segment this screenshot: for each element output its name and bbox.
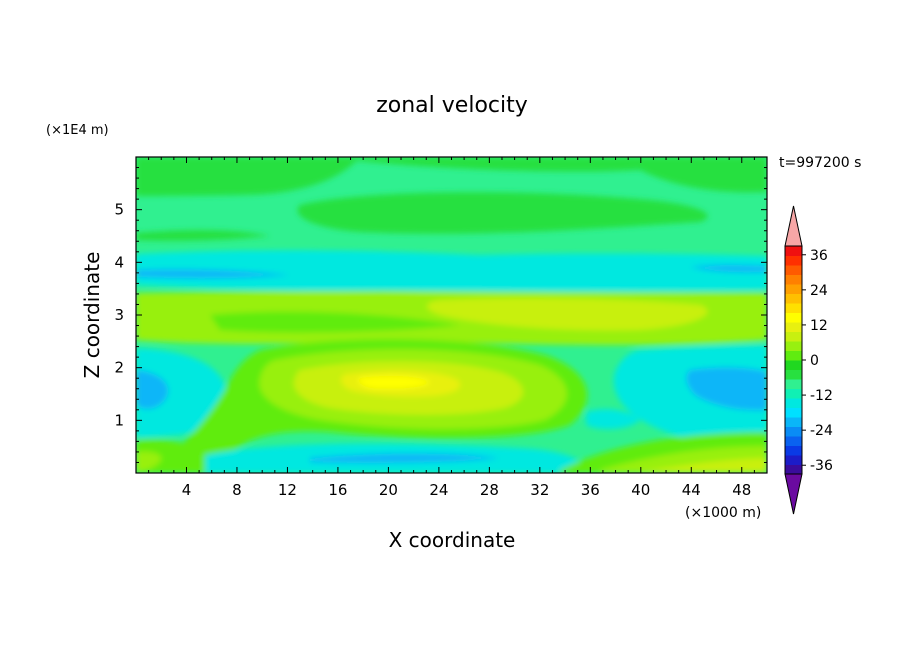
colorbar-swatch — [785, 284, 802, 294]
contour-cyan-band-4km — [136, 250, 767, 292]
colorbar: 36 24 12 0 -12 -24 -36 — [784, 205, 833, 515]
contour-yellowgreen-3km — [426, 297, 708, 331]
colorbar-swatch — [785, 265, 802, 275]
colorbar-tick-label: 36 — [810, 248, 828, 264]
y-unit-label: (×1E4 m) — [46, 123, 109, 138]
colorbar-swatch — [785, 388, 802, 399]
colorbar-swatch — [785, 255, 802, 266]
time-label: t=997200 s — [779, 155, 861, 171]
x-tick-label: 12 — [278, 481, 297, 499]
colorbar-swatch — [785, 407, 802, 418]
colorbar-swatch — [785, 398, 802, 408]
contour-green-patch-3km — [210, 311, 460, 333]
contour-blue-right-1.7km — [686, 367, 767, 411]
colorbar-swatch — [785, 246, 802, 256]
contour-lime-bottom-left — [136, 451, 162, 472]
contour-green-strip-4.5km — [136, 230, 270, 241]
colorbar-swatch — [785, 312, 802, 323]
chart-title: zonal velocity — [376, 93, 528, 118]
x-axis: 4 8 12 16 20 24 28 32 36 40 44 48 — [148, 157, 755, 499]
colorbar-swatch — [785, 464, 802, 475]
x-tick-label: 28 — [480, 481, 499, 499]
colorbar-tick-label: 12 — [810, 318, 828, 334]
colorbar-swatch — [785, 303, 802, 313]
x-tick-label: 44 — [682, 481, 701, 499]
y-axis: 1 2 3 4 5 — [114, 167, 767, 463]
contour-green-band-5km — [297, 192, 708, 234]
colorbar-max-arrow — [784, 205, 803, 247]
colorbar-swatch — [785, 445, 802, 456]
y-tick-label: 2 — [114, 359, 124, 377]
colorbar-swatch — [785, 379, 802, 389]
colorbar-swatch — [785, 417, 802, 427]
colorbar-tick-label: -36 — [810, 458, 833, 474]
colorbar-tick-label: -12 — [810, 388, 833, 404]
colorbar-swatch — [785, 341, 802, 351]
contour-cyan-core-3.8km — [136, 269, 290, 279]
colorbar-tick-label: 24 — [810, 283, 828, 299]
contour-yellowgreen-bottom-right — [640, 458, 767, 473]
y-tick-label: 3 — [114, 306, 124, 324]
contour-cyan-small-1.3km — [586, 409, 640, 430]
x-axis-label: X coordinate — [389, 528, 516, 552]
colorbar-swatch — [785, 426, 802, 437]
colorbar-tick-label: -24 — [810, 423, 833, 439]
x-unit-label: (×1000 m) — [685, 505, 761, 521]
colorbar-swatch — [785, 274, 802, 285]
x-tick-label: 20 — [379, 481, 398, 499]
x-tick-label: 8 — [232, 481, 242, 499]
contour-blue-left-1.7km — [136, 370, 169, 409]
contour-yellow-peak — [358, 375, 430, 389]
x-tick-label: 36 — [581, 481, 600, 499]
colorbar-swatch — [785, 369, 802, 380]
x-tick-label: 4 — [182, 481, 192, 499]
colorbar-swatch — [785, 322, 802, 332]
y-tick-label: 5 — [114, 201, 124, 219]
contour-cyan-core-right — [690, 265, 767, 273]
x-tick-label: 24 — [429, 481, 448, 499]
colorbar-swatch — [785, 455, 802, 465]
colorbar-tick-label: 0 — [810, 353, 819, 369]
y-axis-label: Z coordinate — [80, 252, 104, 379]
contour-upper-left-green — [136, 157, 360, 196]
x-tick-label: 48 — [732, 481, 751, 499]
x-tick-label: 16 — [328, 481, 347, 499]
x-tick-label: 32 — [530, 481, 549, 499]
colorbar-swatch — [785, 436, 802, 446]
colorbar-min-arrow — [784, 473, 803, 515]
colorbar-swatch — [785, 293, 802, 304]
x-tick-label: 40 — [631, 481, 650, 499]
y-tick-label: 1 — [114, 411, 124, 429]
colorbar-swatch — [785, 331, 802, 342]
contour-cyan-left-1.7km — [136, 348, 226, 438]
contour-field — [136, 157, 767, 473]
colorbar-swatch — [785, 350, 802, 361]
colorbar-swatch — [785, 360, 802, 370]
contour-blue-bottom — [310, 453, 500, 463]
y-tick-label: 4 — [114, 253, 124, 271]
